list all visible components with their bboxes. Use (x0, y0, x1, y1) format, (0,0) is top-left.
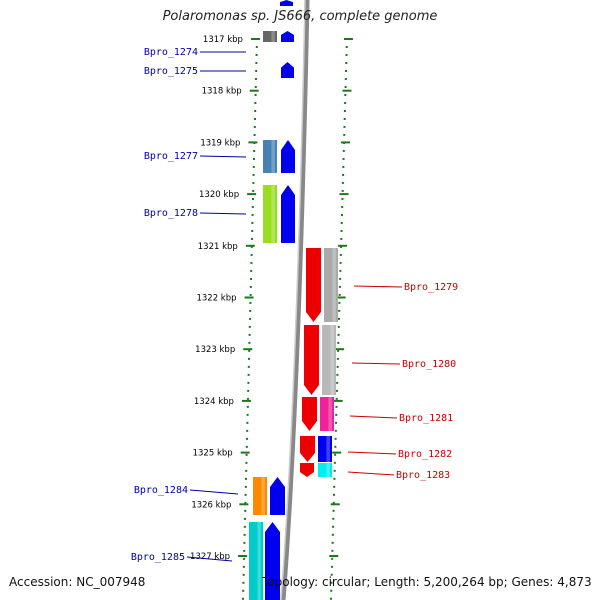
cog-bar-bpro-1282 (318, 436, 332, 462)
leader-line-bpro-1283 (347, 471, 395, 476)
gene-arrow-bpro-1282 (300, 436, 315, 462)
cog-bar-bpro-1280-shade (330, 325, 334, 395)
kbp-tick-label: 1327 kbp (190, 552, 230, 562)
gene-arrow-bpro-1284 (270, 477, 285, 515)
cog-bar-bpro-1279-shade (332, 248, 336, 322)
cog-bar-bpro-1285 (249, 522, 263, 600)
gene-label-bpro-1275: Bpro_1275 (144, 66, 198, 77)
cog-bar-bpro-1282-shade (326, 436, 330, 462)
cog-bar-bpro-1285-shade (257, 522, 261, 600)
gene-label-bpro-1281: Bpro_1281 (399, 413, 453, 424)
cog-bar-bpro-1279 (324, 248, 338, 322)
gene-label-bpro-1277: Bpro_1277 (144, 151, 198, 162)
kbp-tick-label: 1324 kbp (194, 397, 234, 407)
gene-arrow-bpro-1283 (300, 463, 314, 477)
backbone-line (280, 0, 310, 600)
cog-bar-bpro-1281-shade (328, 397, 332, 431)
gene-arrow-bpro-1277 (281, 140, 295, 173)
kbp-tick-label: 1323 kbp (195, 345, 235, 355)
kbp-tick-label: 1321 kbp (198, 242, 238, 252)
gene-label-bpro-1282: Bpro_1282 (398, 449, 452, 460)
gene-label-bpro-1278: Bpro_1278 (144, 208, 198, 219)
genome-summary-text: Topology: circular; Length: 5,200,264 bp… (262, 575, 592, 589)
left-scale-line (242, 37, 258, 600)
cog-bar-bpro-1284 (253, 477, 267, 515)
kbp-tick-label: 1318 kbp (202, 87, 242, 97)
kbp-tick-label: 1322 kbp (196, 294, 236, 304)
right-scale-line (330, 37, 348, 600)
gene-arrow-bpro-1279 (306, 248, 321, 322)
gene-label-bpro-1279: Bpro_1279 (404, 282, 458, 293)
gene-arrow-top-partial (280, 0, 293, 6)
gene-label-bpro-1284: Bpro_1284 (134, 485, 188, 496)
gene-arrow-bpro-1280 (304, 325, 319, 395)
kbp-tick-label: 1320 kbp (199, 190, 239, 200)
leader-line-bpro-1279 (353, 285, 403, 288)
cog-bar-bpro-1283-shade (326, 463, 330, 477)
cog-bar-bpro-1277 (263, 140, 277, 173)
kbp-tick-label: 1326 kbp (191, 500, 231, 510)
cog-bar-bpro-1278 (263, 185, 277, 243)
map-title: Polaromonas sp. JS666, complete genome (162, 9, 438, 24)
leader-line-bpro-1282 (347, 451, 397, 455)
cog-bar-bpro-1278-shade (271, 185, 275, 243)
leader-line-bpro-1278 (199, 212, 247, 215)
gene-label-bpro-1280: Bpro_1280 (402, 359, 456, 370)
leader-line-bpro-1280 (351, 362, 401, 365)
leader-line-bpro-1285 (186, 556, 233, 562)
cog-bar-bpro-1284-shade (261, 477, 265, 515)
gene-arrow-bpro-1281 (302, 397, 317, 431)
kbp-tick-label: 1317 kbp (203, 35, 243, 45)
cog-bar-bpro-1274 (263, 31, 277, 42)
leader-line-bpro-1277 (199, 155, 247, 158)
gene-arrow-bpro-1285 (265, 522, 280, 600)
accession-text: Accession: NC_007948 (9, 575, 146, 589)
cog-bar-bpro-1280 (322, 325, 336, 395)
backbone-highlight (280, 0, 306, 600)
gene-arrow-bpro-1278 (281, 185, 295, 243)
cog-bar-bpro-1281 (320, 397, 334, 431)
kbp-tick-label: 1319 kbp (200, 138, 240, 148)
kbp-tick-label: 1325 kbp (193, 449, 233, 459)
cog-bar-bpro-1277-shade (271, 140, 275, 173)
gene-label-bpro-1285: Bpro_1285 (131, 552, 185, 563)
cog-bar-bpro-1274-shade (271, 31, 275, 42)
gene-label-bpro-1283: Bpro_1283 (396, 470, 450, 481)
gene-label-bpro-1274: Bpro_1274 (144, 47, 198, 58)
leader-line-bpro-1284 (189, 489, 239, 495)
leader-line-bpro-1281 (349, 415, 398, 419)
gene-arrow-bpro-1274 (281, 31, 294, 42)
cog-bar-bpro-1283 (318, 463, 332, 477)
gene-arrow-bpro-1275 (281, 62, 294, 78)
